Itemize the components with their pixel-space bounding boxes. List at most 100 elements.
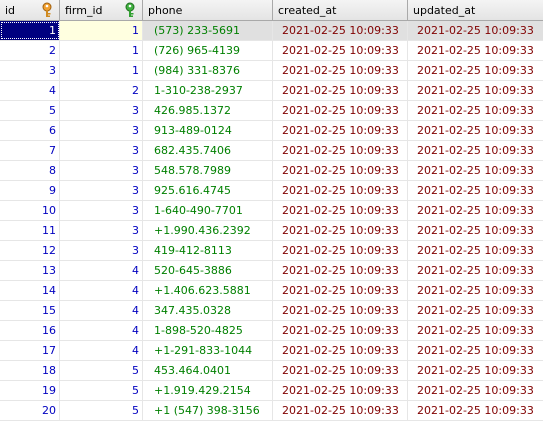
cell-id[interactable]: 3 (0, 61, 60, 80)
cell-phone[interactable]: (573) 233-5691 (143, 21, 273, 40)
cell-firm-id[interactable]: 5 (60, 401, 143, 420)
table-row[interactable]: 12 3 419-412-8113 2021-02-25 10:09:33 2021-0… (0, 241, 543, 261)
table-row[interactable]: 19 5 +1.919.429.2154 2021-02-25 10:09:33 202… (0, 381, 543, 401)
cell-updated-at[interactable]: 2021-02-25 10:09:33 (417, 224, 534, 237)
cell-id[interactable]: 20 (0, 401, 60, 420)
table-row[interactable]: 1 1 (573) 233-5691 2021-02-25 10:09:33 2021-… (0, 21, 543, 41)
cell-id[interactable]: 1 (0, 21, 60, 40)
cell-created-at[interactable]: 2021-02-25 10:09:33 (273, 41, 408, 60)
cell-firm-id[interactable]: 3 (60, 221, 143, 240)
cell-created-at[interactable]: 2021-02-25 10:09:33 (273, 341, 408, 360)
table-row[interactable]: 18 5 453.464.0401 2021-02-25 10:09:33 2021-0… (0, 361, 543, 381)
cell-firm-id[interactable]: 3 (60, 101, 143, 120)
cell-id[interactable]: 2 (0, 41, 60, 60)
cell-updated-at[interactable]: 2021-02-25 10:09:33 (417, 164, 534, 177)
cell-id[interactable]: 5 (0, 101, 60, 120)
cell-id[interactable]: 6 (0, 121, 60, 140)
cell-created-at[interactable]: 2021-02-25 10:09:33 (273, 61, 408, 80)
table-row[interactable]: 20 5 +1 (547) 398-3156 2021-02-25 10:09:33 2… (0, 401, 543, 421)
cell-firm-id[interactable]: 3 (60, 201, 143, 220)
cell-created-at[interactable]: 2021-02-25 10:09:33 (273, 241, 408, 260)
cell-phone[interactable]: +1.406.623.5881 (143, 281, 273, 300)
table-row[interactable]: 3 1 (984) 331-8376 2021-02-25 10:09:33 2021-… (0, 61, 543, 81)
cell-id[interactable]: 4 (0, 81, 60, 100)
cell-firm-id[interactable]: 4 (60, 341, 143, 360)
cell-phone[interactable]: (726) 965-4139 (143, 41, 273, 60)
column-header-phone[interactable]: phone (143, 0, 273, 21)
table-row[interactable]: 16 4 1-898-520-4825 2021-02-25 10:09:33 2021… (0, 321, 543, 341)
cell-firm-id[interactable]: 4 (60, 261, 143, 280)
cell-firm-id[interactable]: 3 (60, 241, 143, 260)
cell-phone[interactable]: +1.919.429.2154 (143, 381, 273, 400)
cell-created-at[interactable]: 2021-02-25 10:09:33 (273, 361, 408, 380)
cell-id[interactable]: 7 (0, 141, 60, 160)
cell-firm-id[interactable]: 4 (60, 301, 143, 320)
cell-updated-at[interactable]: 2021-02-25 10:09:33 (417, 144, 534, 157)
cell-id[interactable]: 16 (0, 321, 60, 340)
column-header-updated-at[interactable]: updated_at (408, 0, 543, 21)
cell-phone[interactable]: 426.985.1372 (143, 101, 273, 120)
cell-phone[interactable]: (984) 331-8376 (143, 61, 273, 80)
cell-created-at[interactable]: 2021-02-25 10:09:33 (273, 101, 408, 120)
cell-updated-at[interactable]: 2021-02-25 10:09:33 (417, 264, 534, 277)
cell-firm-id[interactable]: 4 (60, 281, 143, 300)
cell-updated-at[interactable]: 2021-02-25 10:09:33 (417, 404, 534, 417)
cell-created-at[interactable]: 2021-02-25 10:09:33 (273, 381, 408, 400)
cell-created-at[interactable]: 2021-02-25 10:09:33 (273, 201, 408, 220)
cell-id[interactable]: 19 (0, 381, 60, 400)
cell-phone[interactable]: +1-291-833-1044 (143, 341, 273, 360)
cell-firm-id[interactable]: 1 (60, 61, 143, 80)
table-row[interactable]: 17 4 +1-291-833-1044 2021-02-25 10:09:33 202… (0, 341, 543, 361)
table-row[interactable]: 4 2 1-310-238-2937 2021-02-25 10:09:33 2021-… (0, 81, 543, 101)
table-row[interactable]: 6 3 913-489-0124 2021-02-25 10:09:33 2021-02… (0, 121, 543, 141)
cell-phone[interactable]: +1.990.436.2392 (143, 221, 273, 240)
cell-id[interactable]: 17 (0, 341, 60, 360)
cell-updated-at[interactable]: 2021-02-25 10:09:33 (417, 244, 534, 257)
cell-firm-id[interactable]: 5 (60, 361, 143, 380)
table-row[interactable]: 7 3 682.435.7406 2021-02-25 10:09:33 2021-02… (0, 141, 543, 161)
cell-phone[interactable]: +1 (547) 398-3156 (143, 401, 273, 420)
cell-phone[interactable]: 453.464.0401 (143, 361, 273, 380)
table-row[interactable]: 8 3 548.578.7989 2021-02-25 10:09:33 2021-02… (0, 161, 543, 181)
cell-phone[interactable]: 925.616.4745 (143, 181, 273, 200)
cell-updated-at[interactable]: 2021-02-25 10:09:33 (417, 124, 534, 137)
table-row[interactable]: 10 3 1-640-490-7701 2021-02-25 10:09:33 2021… (0, 201, 543, 221)
cell-id[interactable]: 18 (0, 361, 60, 380)
table-row[interactable]: 2 1 (726) 965-4139 2021-02-25 10:09:33 2021-… (0, 41, 543, 61)
cell-updated-at[interactable]: 2021-02-25 10:09:33 (417, 104, 534, 117)
cell-updated-at[interactable]: 2021-02-25 10:09:33 (417, 304, 534, 317)
table-row[interactable]: 15 4 347.435.0328 2021-02-25 10:09:33 2021-0… (0, 301, 543, 321)
cell-created-at[interactable]: 2021-02-25 10:09:33 (273, 141, 408, 160)
cell-updated-at[interactable]: 2021-02-25 10:09:33 (417, 384, 534, 397)
cell-phone[interactable]: 347.435.0328 (143, 301, 273, 320)
cell-created-at[interactable]: 2021-02-25 10:09:33 (273, 221, 408, 240)
cell-created-at[interactable]: 2021-02-25 10:09:33 (273, 321, 408, 340)
cell-firm-id[interactable]: 3 (60, 181, 143, 200)
cell-firm-id[interactable]: 3 (60, 121, 143, 140)
cell-phone[interactable]: 1-310-238-2937 (143, 81, 273, 100)
cell-phone[interactable]: 1-640-490-7701 (143, 201, 273, 220)
cell-created-at[interactable]: 2021-02-25 10:09:33 (273, 181, 408, 200)
cell-created-at[interactable]: 2021-02-25 10:09:33 (273, 281, 408, 300)
cell-id[interactable]: 14 (0, 281, 60, 300)
cell-id[interactable]: 11 (0, 221, 60, 240)
cell-created-at[interactable]: 2021-02-25 10:09:33 (273, 21, 408, 40)
table-row[interactable]: 9 3 925.616.4745 2021-02-25 10:09:33 2021-02… (0, 181, 543, 201)
cell-updated-at[interactable]: 2021-02-25 10:09:33 (417, 284, 534, 297)
table-row[interactable]: 14 4 +1.406.623.5881 2021-02-25 10:09:33 202… (0, 281, 543, 301)
cell-id[interactable]: 8 (0, 161, 60, 180)
cell-firm-id[interactable]: 3 (60, 141, 143, 160)
column-header-created-at[interactable]: created_at (273, 0, 408, 21)
cell-created-at[interactable]: 2021-02-25 10:09:33 (273, 401, 408, 420)
cell-id[interactable]: 12 (0, 241, 60, 260)
cell-firm-id[interactable]: 4 (60, 321, 143, 340)
cell-phone[interactable]: 548.578.7989 (143, 161, 273, 180)
cell-created-at[interactable]: 2021-02-25 10:09:33 (273, 81, 408, 100)
cell-phone[interactable]: 913-489-0124 (143, 121, 273, 140)
cell-created-at[interactable]: 2021-02-25 10:09:33 (273, 261, 408, 280)
cell-updated-at[interactable]: 2021-02-25 10:09:33 (417, 44, 534, 57)
cell-updated-at[interactable]: 2021-02-25 10:09:33 (408, 21, 543, 40)
cell-id[interactable]: 13 (0, 261, 60, 280)
cell-updated-at[interactable]: 2021-02-25 10:09:33 (417, 364, 534, 377)
